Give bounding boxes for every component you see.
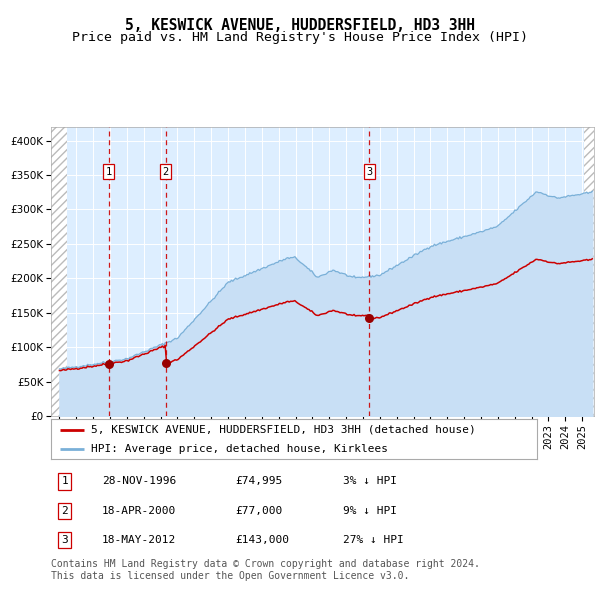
Text: 1: 1	[61, 477, 68, 486]
Text: 18-MAY-2012: 18-MAY-2012	[102, 535, 176, 545]
Text: 5, KESWICK AVENUE, HUDDERSFIELD, HD3 3HH (detached house): 5, KESWICK AVENUE, HUDDERSFIELD, HD3 3HH…	[91, 425, 476, 435]
Text: 18-APR-2000: 18-APR-2000	[102, 506, 176, 516]
Text: 2: 2	[61, 506, 68, 516]
Text: 5, KESWICK AVENUE, HUDDERSFIELD, HD3 3HH: 5, KESWICK AVENUE, HUDDERSFIELD, HD3 3HH	[125, 18, 475, 33]
Text: 3: 3	[366, 166, 373, 176]
Text: £143,000: £143,000	[236, 535, 290, 545]
Text: 9% ↓ HPI: 9% ↓ HPI	[343, 506, 397, 516]
Text: 1: 1	[106, 166, 112, 176]
Text: 27% ↓ HPI: 27% ↓ HPI	[343, 535, 403, 545]
Text: 3: 3	[61, 535, 68, 545]
Text: 2: 2	[163, 166, 169, 176]
Text: Price paid vs. HM Land Registry's House Price Index (HPI): Price paid vs. HM Land Registry's House …	[72, 31, 528, 44]
Text: 3% ↓ HPI: 3% ↓ HPI	[343, 477, 397, 486]
Text: £74,995: £74,995	[236, 477, 283, 486]
Text: Contains HM Land Registry data © Crown copyright and database right 2024.
This d: Contains HM Land Registry data © Crown c…	[51, 559, 480, 581]
Text: HPI: Average price, detached house, Kirklees: HPI: Average price, detached house, Kirk…	[91, 444, 388, 454]
Text: £77,000: £77,000	[236, 506, 283, 516]
Text: 28-NOV-1996: 28-NOV-1996	[102, 477, 176, 486]
